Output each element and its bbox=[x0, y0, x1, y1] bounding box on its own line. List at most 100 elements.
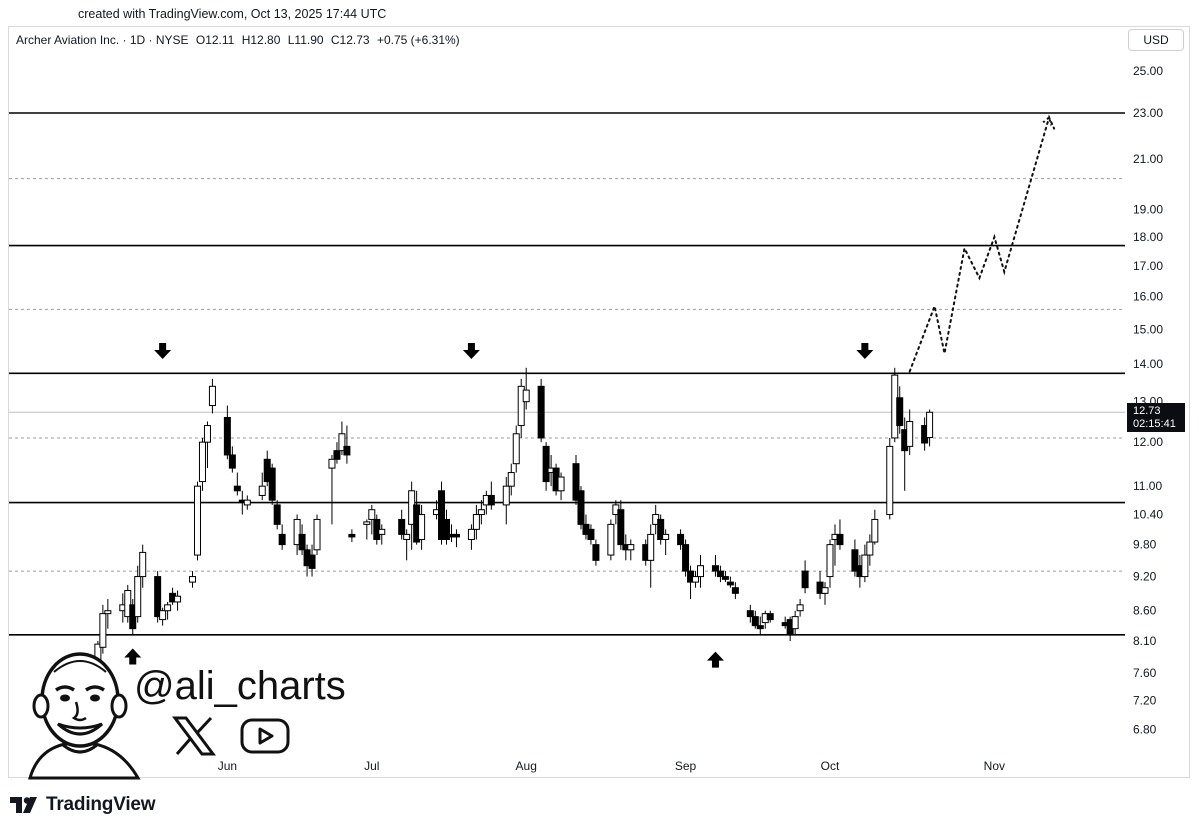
candle-body bbox=[363, 521, 371, 525]
candle-body bbox=[517, 385, 525, 427]
candle-body bbox=[273, 504, 281, 525]
candle-body bbox=[692, 576, 700, 583]
candle-body bbox=[711, 565, 719, 572]
candle bbox=[189, 571, 197, 588]
candle-body bbox=[796, 604, 804, 612]
candle bbox=[766, 610, 774, 623]
price-tick-label: 23.00 bbox=[1133, 106, 1163, 120]
candle-body bbox=[139, 551, 147, 578]
candle-body bbox=[223, 416, 231, 456]
candle bbox=[577, 486, 585, 530]
price-tick-label: 7.60 bbox=[1133, 666, 1157, 680]
candle bbox=[403, 529, 411, 561]
candle bbox=[228, 446, 236, 473]
signal-arrows bbox=[124, 342, 874, 668]
candle-body bbox=[228, 454, 236, 469]
candle bbox=[193, 481, 201, 561]
candle bbox=[203, 421, 211, 469]
candle bbox=[746, 604, 754, 623]
candle bbox=[443, 509, 451, 545]
bar-countdown: 02:15:41 bbox=[1133, 418, 1176, 431]
candle-body bbox=[751, 616, 759, 627]
candle bbox=[647, 524, 655, 588]
candle bbox=[796, 599, 804, 617]
created-with-text: created with TradingView.com, Oct 13, 20… bbox=[78, 7, 387, 21]
cartoon-avatar-icon bbox=[28, 652, 141, 780]
candle bbox=[617, 500, 625, 550]
youtube-play-icon bbox=[240, 718, 290, 754]
candle-body bbox=[443, 518, 451, 540]
last-price-tag: 12.73 02:15:41 bbox=[1127, 403, 1185, 433]
candle-body bbox=[587, 528, 595, 540]
candle-body bbox=[826, 544, 834, 578]
candle bbox=[861, 544, 869, 583]
candle-body bbox=[627, 544, 635, 551]
candle-body bbox=[572, 463, 580, 501]
candle-body bbox=[861, 554, 869, 578]
candle bbox=[502, 477, 510, 525]
candle bbox=[697, 555, 705, 588]
candle-body bbox=[338, 433, 346, 452]
candle-body bbox=[851, 549, 859, 572]
price-tick-label: 17.00 bbox=[1133, 259, 1163, 273]
candle-body bbox=[657, 518, 665, 540]
candle-body bbox=[278, 533, 286, 546]
price-tick-label: 16.00 bbox=[1133, 290, 1163, 304]
candle bbox=[542, 442, 550, 491]
price-axis[interactable]: 25.00 23.00 21.00 19.00 18.00 17.00 16.00 15.00… bbox=[1133, 64, 1163, 737]
candle bbox=[99, 604, 107, 654]
candle bbox=[711, 555, 719, 577]
candle bbox=[134, 565, 142, 623]
candle-body bbox=[198, 441, 206, 483]
candle bbox=[507, 463, 515, 496]
candle-body bbox=[233, 485, 241, 492]
ohlc-change: +0.75 (+6.31%) bbox=[376, 33, 460, 47]
candle bbox=[258, 472, 266, 501]
candle bbox=[378, 524, 386, 545]
candle bbox=[826, 539, 834, 588]
candle bbox=[816, 571, 824, 600]
candle-body bbox=[452, 533, 460, 538]
price-tick-label: 11.00 bbox=[1133, 479, 1162, 493]
candle bbox=[363, 519, 371, 540]
candle bbox=[164, 601, 172, 620]
candle-body bbox=[866, 541, 874, 556]
candle bbox=[452, 529, 460, 548]
candle-body bbox=[328, 458, 336, 469]
candle bbox=[522, 367, 530, 410]
candle-body bbox=[308, 554, 316, 569]
candle bbox=[731, 582, 739, 600]
candle-body bbox=[662, 533, 670, 540]
candle bbox=[104, 599, 112, 629]
candle-body bbox=[477, 509, 485, 516]
candle bbox=[836, 519, 844, 550]
candle-body bbox=[378, 528, 386, 535]
candle bbox=[851, 539, 859, 577]
candle bbox=[159, 607, 167, 626]
candle bbox=[233, 472, 241, 496]
time-axis[interactable]: MayJunJulAugSepOctNov bbox=[57, 759, 1005, 773]
candle bbox=[926, 409, 934, 447]
candle-body bbox=[154, 576, 162, 618]
horizontal-levels bbox=[9, 112, 1125, 636]
candle bbox=[692, 571, 700, 588]
ohlc-high: H12.80 bbox=[241, 33, 281, 47]
candle bbox=[298, 524, 306, 556]
price-tick-label: 10.40 bbox=[1133, 508, 1163, 522]
price-tick-label: 9.20 bbox=[1133, 570, 1157, 584]
candle bbox=[906, 409, 914, 455]
candle-body bbox=[906, 420, 914, 447]
currency-button[interactable]: USD bbox=[1128, 29, 1184, 51]
symbol-name: Archer Aviation Inc. · 1D · NYSE bbox=[16, 33, 189, 47]
candle-body bbox=[99, 613, 107, 648]
price-tick-label: 21.00 bbox=[1133, 152, 1163, 166]
candle bbox=[662, 529, 670, 556]
candle-body bbox=[746, 610, 754, 618]
candle-body bbox=[512, 433, 520, 465]
candle-body bbox=[258, 485, 266, 496]
candle bbox=[278, 524, 286, 550]
arrow-up-icon bbox=[706, 651, 724, 668]
candle bbox=[517, 378, 525, 438]
candle-body bbox=[766, 613, 774, 621]
